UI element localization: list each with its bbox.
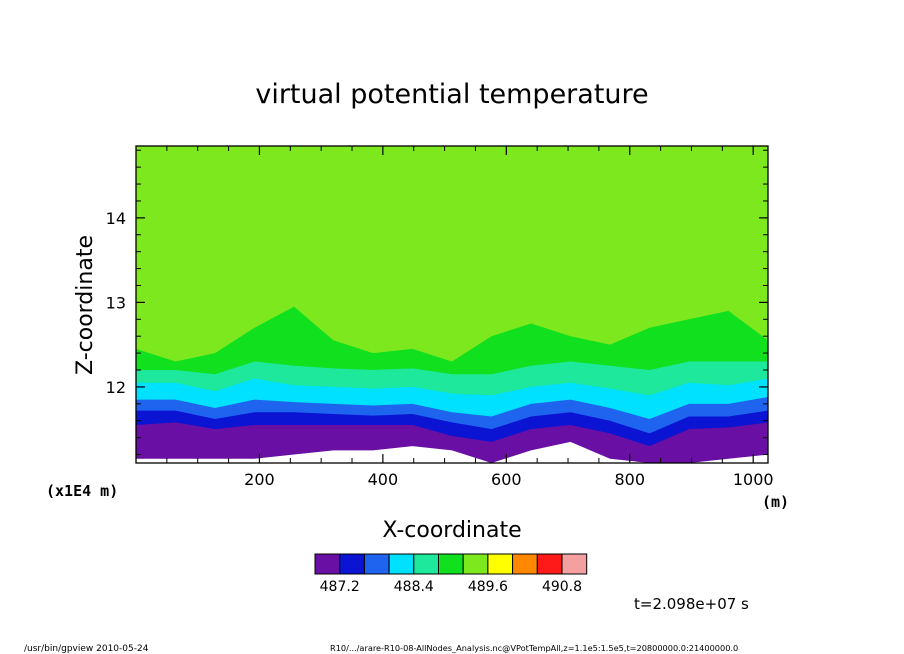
x-tick-label: 600 xyxy=(491,470,522,489)
colorbar-swatch xyxy=(561,553,588,575)
colorbar-label: 488.4 xyxy=(394,579,434,595)
chart-title: virtual potential temperature xyxy=(255,79,648,110)
x-tick-label: 800 xyxy=(614,470,645,489)
y-tick-label: 12 xyxy=(106,378,126,397)
contour-bands xyxy=(136,146,768,463)
colorbar-swatch xyxy=(487,553,514,575)
colorbar-swatch xyxy=(388,553,415,575)
colorbar-label: 487.2 xyxy=(320,579,360,595)
colorbar-swatch xyxy=(314,553,341,575)
y-tick-label: 13 xyxy=(106,293,126,312)
colorbar-swatch xyxy=(536,553,563,575)
x-ticks: 200 400 600 800 1000 xyxy=(166,146,774,489)
footer-right: R10/.../arare-R10-08-AllNodes_Analysis.n… xyxy=(330,643,738,653)
band-below-range xyxy=(136,441,768,463)
x-units-label: (m) xyxy=(762,493,789,511)
footer-left: /usr/bin/gpview 2010-05-24 xyxy=(24,644,149,654)
colorbar-swatch xyxy=(438,553,464,575)
colorbar-swatch xyxy=(462,553,489,575)
x-tick-label: 200 xyxy=(244,470,275,489)
y-tick-label: 14 xyxy=(106,209,126,228)
plot-frame xyxy=(135,145,769,464)
x-tick-label: 1000 xyxy=(733,470,774,489)
band-purple xyxy=(136,422,768,463)
y-axis-label: Z-coordinate xyxy=(73,235,98,375)
colorbar-swatch xyxy=(363,553,390,575)
colorbar-swatch xyxy=(339,553,365,575)
colorbar-label: 489.6 xyxy=(468,579,508,595)
colorbar-label: 490.8 xyxy=(542,579,582,595)
x-axis-label: X-coordinate xyxy=(382,518,521,543)
colorbar: 487.2 488.4 489.6 490.8 xyxy=(314,553,588,595)
y-units-label: (x1E4 m) xyxy=(46,482,118,500)
x-tick-label: 400 xyxy=(368,470,399,489)
plot-area: 200 400 600 800 1000 12 13 14 xyxy=(106,145,774,489)
colorbar-swatch xyxy=(512,553,538,575)
time-label: t=2.098e+07 s xyxy=(634,595,749,613)
colorbar-swatch xyxy=(413,553,439,575)
y-ticks: 12 13 14 xyxy=(106,149,768,456)
